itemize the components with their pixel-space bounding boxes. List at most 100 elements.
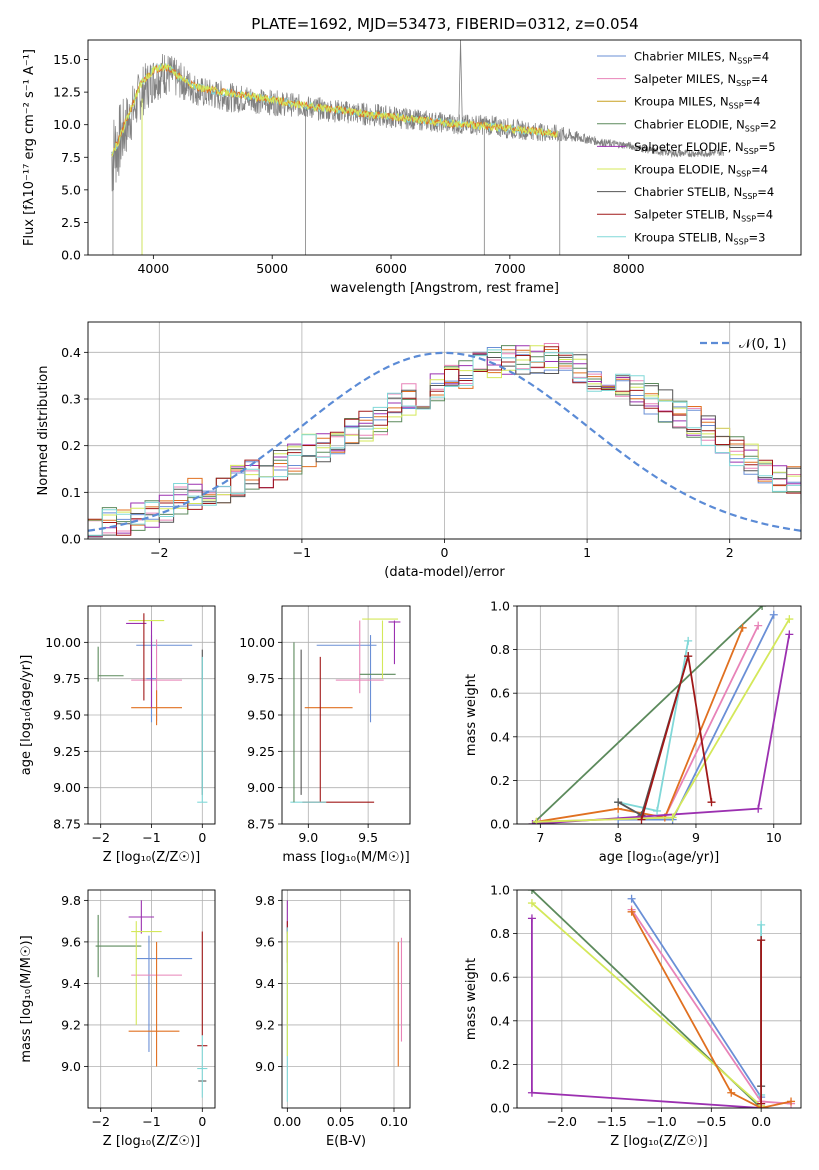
histogram-series xyxy=(88,345,801,522)
legend-sub: SSP xyxy=(736,170,751,179)
histogram-series xyxy=(88,349,801,536)
x-tick-label: −1.5 xyxy=(596,1114,626,1129)
x-axis-label: wavelength [Angstrom, rest frame] xyxy=(330,281,559,296)
legend-suffix: =4 xyxy=(751,163,768,177)
legend-suffix: =4 xyxy=(757,185,774,199)
weight-line xyxy=(630,911,792,1108)
weight-marker xyxy=(754,804,763,813)
y-tick-label: 10.00 xyxy=(239,635,275,650)
legend-sub: SSP xyxy=(737,57,752,66)
legend-suffix: =4 xyxy=(752,50,769,64)
plot-area xyxy=(527,890,796,1108)
y-axis-label: age [log₁₀(age/yr)] xyxy=(19,655,34,776)
histogram-series xyxy=(88,349,801,538)
chart-massweight_vs_age: 7 8 9 10 0.0 0.2 0.4 0.6 0.8 1.0 age [log₁₀(age/yr… xyxy=(464,599,802,865)
weight-marker xyxy=(757,1099,766,1108)
x-tick-label: 8 xyxy=(614,830,622,845)
weight-marker xyxy=(627,894,636,903)
plot-area xyxy=(111,40,724,255)
y-tick-label: 0.8 xyxy=(490,642,510,657)
x-axis-label: Z [log₁₀(Z/Z☉)] xyxy=(103,850,200,865)
weight-marker xyxy=(637,815,646,824)
legend-sub: SSP xyxy=(729,102,744,111)
axes-frame xyxy=(87,39,802,256)
y-tick-label: 0.0 xyxy=(61,532,81,547)
axes-frame xyxy=(281,889,411,1109)
weight-line xyxy=(531,606,763,824)
x-tick-label: 0.0 xyxy=(751,1114,771,1129)
chart-spectrum: 4000 5000 6000 7000 8000 0.0 2.5 5.0 7.5 10.0 12.5… xyxy=(22,39,802,296)
y-axis-label: mass [log₁₀(M/M☉)] xyxy=(19,935,34,1062)
plot-area xyxy=(97,613,208,803)
legend-label: Salpeter STELIB, NSSP=4 xyxy=(634,208,773,224)
x-tick-label: 2 xyxy=(726,545,734,560)
legend-label: Chabrier ELODIE, NSSP=2 xyxy=(634,117,777,133)
weight-marker xyxy=(527,1088,536,1097)
weight-marker xyxy=(754,621,763,630)
legend-sub: SSP xyxy=(741,215,756,224)
y-tick-label: 12.5 xyxy=(53,85,81,100)
weight-marker xyxy=(527,899,536,908)
y-tick-label: 0.4 xyxy=(490,1013,510,1028)
model-spectrum-line xyxy=(111,63,558,157)
x-tick-label: 5000 xyxy=(256,261,288,276)
weight-marker xyxy=(785,630,794,639)
x-tick-label: 6000 xyxy=(375,261,407,276)
plot-area xyxy=(290,618,401,803)
histogram-series xyxy=(88,346,801,536)
y-tick-label: 9.6 xyxy=(255,934,275,949)
chart-mass_vs_ebv: 0.00 0.05 0.10 9.0 9.2 9.4 9.6 9.8 E(B-V) xyxy=(255,889,411,1149)
legend-suffix: =4 xyxy=(744,95,761,109)
x-axis-label: (data-model)/error xyxy=(384,565,505,580)
legend-label: 𝒩(0, 1) xyxy=(739,337,786,352)
y-tick-label: 9.50 xyxy=(53,708,81,723)
weight-marker xyxy=(738,623,747,632)
legend-sub: SSP xyxy=(736,79,751,88)
x-tick-label: 7 xyxy=(536,830,544,845)
chart-age_vs_mass: 9.0 9.5 8.75 9.00 9.25 9.50 9.75 10.00 mass [log… xyxy=(239,605,411,865)
plot-area xyxy=(95,900,208,1098)
legend-sub: SSP xyxy=(742,192,757,201)
x-tick-label: −2 xyxy=(91,1114,109,1129)
legend-suffix: =5 xyxy=(759,140,776,154)
y-tick-label: 7.5 xyxy=(61,150,81,165)
y-tick-label: 9.0 xyxy=(61,1059,81,1074)
y-tick-label: 1.0 xyxy=(490,599,510,614)
legend-suffix: =4 xyxy=(751,72,768,86)
axes-frame xyxy=(516,605,802,825)
plots-layer: 4000 5000 6000 7000 80000.02.55.07.510.012.5… xyxy=(19,39,802,1149)
y-tick-label: 0.6 xyxy=(490,970,510,985)
y-tick-label: 9.0 xyxy=(255,1059,275,1074)
x-axis-label: Z [log₁₀(Z/Z☉)] xyxy=(103,1134,200,1149)
y-tick-label: 1.0 xyxy=(490,883,510,898)
histogram-series xyxy=(88,347,801,538)
histogram-series xyxy=(88,345,801,531)
weight-line xyxy=(536,627,744,823)
y-tick-label: 10.0 xyxy=(53,117,81,132)
y-tick-label: 9.8 xyxy=(255,893,275,908)
y-tick-label: 9.8 xyxy=(61,893,81,908)
x-tick-label: 4000 xyxy=(137,261,169,276)
x-axis-label: Z [log₁₀(Z/Z☉)] xyxy=(610,1134,707,1149)
x-tick-label: 0 xyxy=(198,830,206,845)
weight-line xyxy=(531,902,762,1107)
x-tick-label: 0.05 xyxy=(327,1114,355,1129)
legend: 𝒩(0, 1) xyxy=(700,337,786,352)
normal-curve xyxy=(88,351,801,532)
legend-label: Kroupa ELODIE, NSSP=4 xyxy=(634,163,768,179)
y-tick-label: 9.6 xyxy=(61,934,81,949)
y-tick-label: 9.00 xyxy=(247,780,275,795)
y-tick-label: 9.50 xyxy=(247,708,275,723)
histogram-series xyxy=(88,343,801,534)
y-axis-label: Normed distribution xyxy=(36,366,51,496)
plot-area xyxy=(528,606,794,824)
weight-marker xyxy=(527,890,536,894)
y-tick-label: 9.4 xyxy=(61,976,81,991)
y-tick-label: 9.25 xyxy=(247,744,275,759)
chart-massweight_vs_Z: −2.0 −1.5 −1.0 −0.5 0.0 0.0 0.2 0.4 0.6 0.8 1.0 Z [… xyxy=(464,883,802,1149)
chart-residuals: −2 −1 0 1 2 0.0 0.1 0.2 0.3 0.4 (data-model)/error… xyxy=(36,321,802,580)
y-axis-label: mass weight xyxy=(464,674,479,756)
axes-frame xyxy=(87,321,802,540)
weight-marker xyxy=(758,606,767,610)
legend-label: Salpeter ELODIE, NSSP=5 xyxy=(634,140,776,156)
